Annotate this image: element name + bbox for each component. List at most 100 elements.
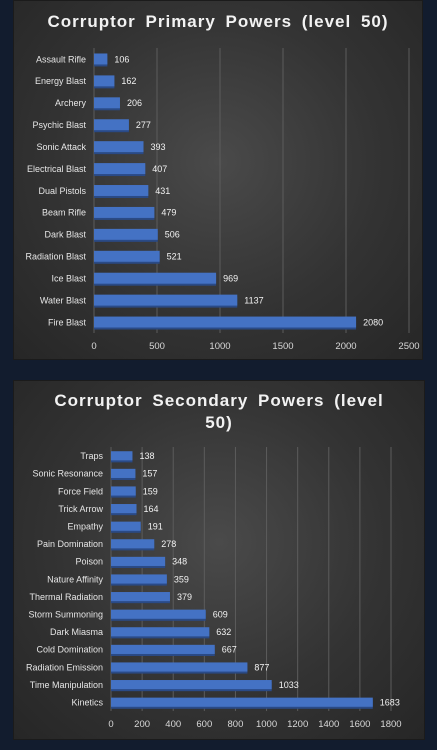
bar <box>111 644 215 654</box>
x-tick-label: 1000 <box>209 341 230 352</box>
bar <box>94 250 160 262</box>
bar <box>111 662 248 672</box>
data-label: 393 <box>151 142 166 152</box>
x-tick-label: 600 <box>196 719 212 730</box>
x-tick-label: 200 <box>134 719 150 730</box>
data-label: 632 <box>216 627 231 637</box>
x-tick-label: 1500 <box>272 341 293 352</box>
x-tick-label: 2500 <box>398 341 419 352</box>
category-label: Thermal Radiation <box>29 592 103 602</box>
data-label: 138 <box>139 451 154 461</box>
bar <box>94 206 155 218</box>
category-label: Radiation Blast <box>25 252 86 262</box>
category-label: Dark Miasma <box>50 627 103 637</box>
category-label: Trick Arrow <box>58 504 103 514</box>
x-tick-label: 400 <box>165 719 181 730</box>
bar <box>94 75 115 87</box>
data-label: 2080 <box>363 317 383 327</box>
category-label: Energy Blast <box>35 76 87 86</box>
x-tick-label: 1800 <box>380 719 401 730</box>
category-label: Sonic Resonance <box>32 469 103 479</box>
category-label: Dual Pistols <box>38 186 86 196</box>
category-label: Water Blast <box>40 295 87 305</box>
category-label: Fire Blast <box>48 317 87 327</box>
category-label: Empathy <box>67 522 103 532</box>
category-label: Dark Blast <box>44 230 86 240</box>
x-tick-label: 500 <box>149 341 165 352</box>
category-label: Psychic Blast <box>32 120 86 130</box>
x-tick-label: 1000 <box>256 719 277 730</box>
data-label: 162 <box>121 76 136 86</box>
data-label: 479 <box>161 208 176 218</box>
x-tick-label: 1400 <box>318 719 339 730</box>
primary-chart-title: Corruptor Primary Powers (level 50) <box>47 12 389 31</box>
bar <box>111 609 206 619</box>
category-label: Kinetics <box>71 698 103 708</box>
bar <box>111 504 137 514</box>
category-label: Cold Domination <box>36 645 103 655</box>
x-tick-label: 1200 <box>287 719 308 730</box>
category-label: Ice Blast <box>51 273 86 283</box>
category-label: Radiation Emission <box>26 662 103 672</box>
data-label: 506 <box>165 230 180 240</box>
data-label: 157 <box>142 469 157 479</box>
bar <box>94 316 357 328</box>
data-label: 191 <box>148 522 163 532</box>
bar <box>94 141 144 153</box>
category-label: Poison <box>75 557 103 567</box>
bar <box>111 627 210 637</box>
x-tick-label: 0 <box>108 719 113 730</box>
bar <box>111 592 170 602</box>
data-label: 206 <box>127 98 142 108</box>
bar <box>111 468 136 478</box>
bar <box>111 521 141 531</box>
data-label: 667 <box>222 645 237 655</box>
bar <box>111 539 155 549</box>
category-label: Time Manipulation <box>30 680 103 690</box>
data-label: 609 <box>213 610 228 620</box>
category-label: Archery <box>55 98 87 108</box>
data-label: 277 <box>136 120 151 130</box>
bar <box>111 556 166 566</box>
x-tick-label: 800 <box>228 719 244 730</box>
bar <box>94 97 120 109</box>
category-label: Assault Rifle <box>36 54 86 64</box>
category-label: Pain Domination <box>37 539 103 549</box>
x-tick-label: 2000 <box>335 341 356 352</box>
category-label: Beam Rifle <box>42 208 86 218</box>
data-label: 164 <box>144 504 159 514</box>
bar <box>94 272 217 284</box>
bar <box>111 486 136 496</box>
secondary-bar-chart: 0 200 400 600 800 1000 1200 1400 1600 1800 Traps 13… <box>26 447 402 730</box>
bar <box>111 451 133 461</box>
data-label: 1033 <box>279 680 299 690</box>
data-label: 348 <box>172 557 187 567</box>
data-label: 106 <box>114 54 129 64</box>
category-label: Nature Affinity <box>47 574 103 584</box>
data-label: 877 <box>254 662 269 672</box>
bar <box>94 53 108 65</box>
x-tick-label: 1600 <box>349 719 370 730</box>
bar <box>94 294 238 306</box>
bar <box>111 697 373 707</box>
category-label: Sonic Attack <box>36 142 86 152</box>
category-label: Electrical Blast <box>27 164 87 174</box>
data-label: 407 <box>152 164 167 174</box>
x-tick-label: 0 <box>91 341 96 352</box>
data-label: 159 <box>143 486 158 496</box>
data-label: 359 <box>174 574 189 584</box>
secondary-chart-title: Corruptor Secondary Powers (level 50) <box>54 391 384 432</box>
primary-bar-chart: 0 500 1000 1500 2000 2500 Assault Rifle 106 Ener… <box>25 48 420 352</box>
data-label: 431 <box>155 186 170 196</box>
category-label: Traps <box>80 451 103 461</box>
data-label: 278 <box>161 539 176 549</box>
secondary-chart-panel: Corruptor Secondary Powers (level 50) 0 2… <box>13 380 425 740</box>
bar <box>111 680 272 690</box>
data-label: 969 <box>223 273 238 283</box>
primary-chart-panel: Corruptor Primary Powers (level 50) 0 500… <box>13 0 423 360</box>
bar <box>94 119 129 131</box>
category-label: Force Field <box>58 486 103 496</box>
category-label: Storm Summoning <box>28 610 103 620</box>
data-label: 1683 <box>380 698 400 708</box>
bar <box>94 185 149 196</box>
